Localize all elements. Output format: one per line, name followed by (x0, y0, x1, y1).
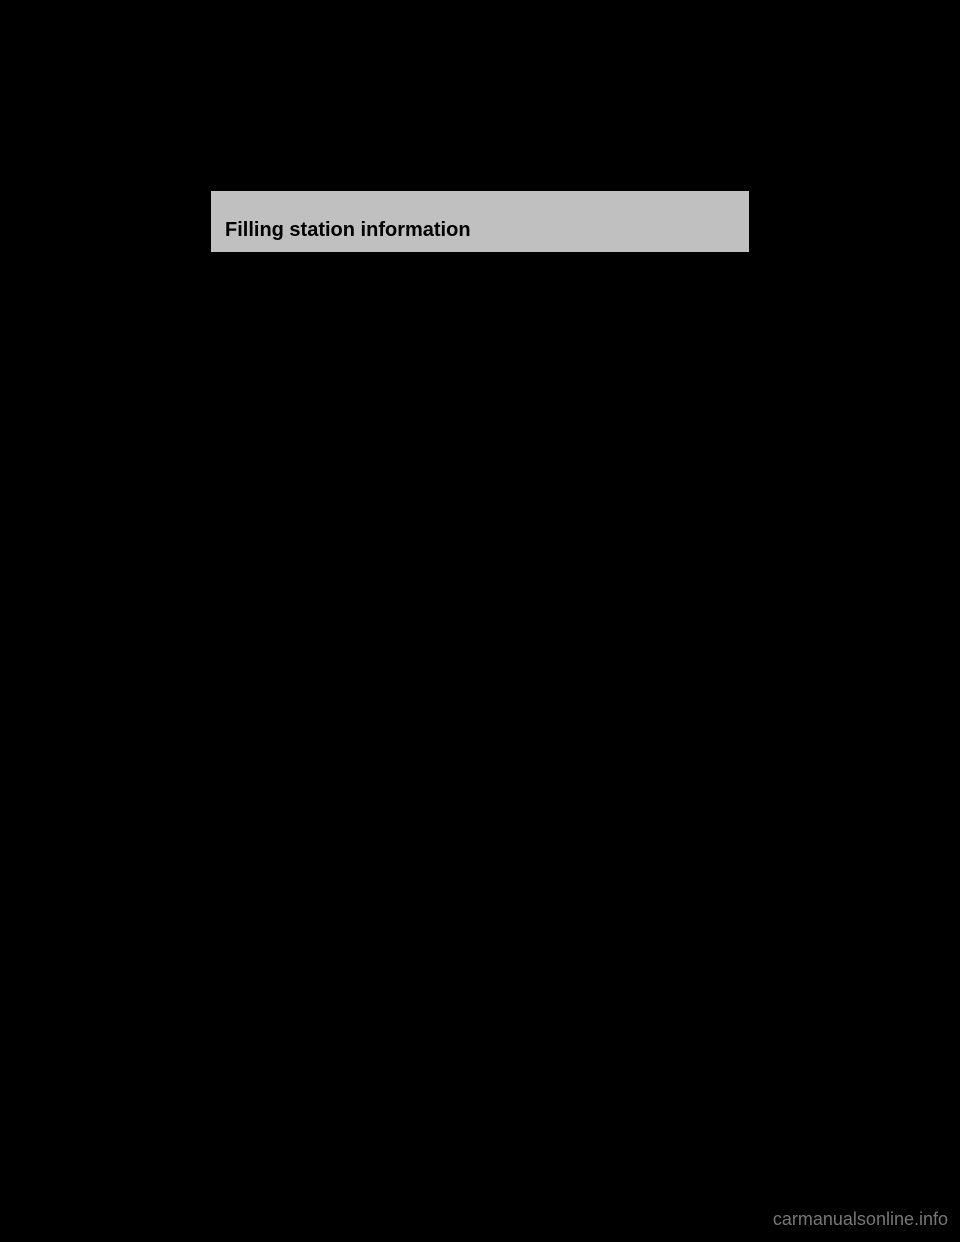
cell-right: Motorcraft MERCON ATF (480, 643, 750, 685)
table-row: Fuel tank capacity Refer to Refill capac… (211, 314, 750, 335)
table-row: Required fuel Refer to Octane recommenda… (211, 293, 750, 314)
cell-left: Item (211, 272, 481, 293)
table-row: Hood release Pull the handle located und… (211, 472, 750, 526)
table-body: Item Information Required fuel Refer to … (211, 272, 750, 685)
cell-right: Information (480, 272, 750, 293)
cell-left: Fuel tank capacity (211, 314, 481, 335)
table-row: Item Information (211, 272, 750, 293)
cell-left: Required fuel (211, 293, 481, 314)
watermark: carmanualsonline.info (773, 1209, 948, 1230)
cell-left: Automatic transaxle fluid specification (211, 643, 481, 685)
cell-left: Tire size and pressure (211, 419, 481, 472)
cell-right (480, 452, 750, 472)
table-row: Automatic transaxle capacity Refer to Re… (211, 622, 750, 643)
cell-left: Engine oil specification (211, 377, 481, 419)
cell-right: Pull the handle located under the instru… (480, 472, 750, 526)
title-bar: Filling station information (210, 190, 750, 253)
table-row: Engine oil capacity (with oil filter cha… (211, 335, 750, 377)
page-title: Filling station information (225, 219, 735, 242)
cell-left: Engine oil capacity (with oil filter cha… (211, 335, 481, 377)
cell-left: Coolant capacity (211, 526, 481, 601)
cell-left: Power steering fluid capacity (211, 601, 481, 622)
cell-right: Refer to Adding engine coolant in the Ma… (480, 568, 750, 601)
cell-right: Refer to Octane recommendations (480, 293, 750, 314)
cell-right: Refer to Engine oil in the Maintenance a… (480, 377, 750, 419)
table-row: Tire size and pressure Refer to the Tire… (211, 419, 750, 452)
cell-right: Refer to the Tire Pressure Decal on the … (480, 419, 750, 452)
table-row: Coolant capacity Refer to Refill capacit… (211, 526, 750, 568)
table-row: Power steering fluid capacity Refer to R… (211, 601, 750, 622)
cell-right: Refer to Refill capacities (480, 622, 750, 643)
cell-right: Refer to Refill capacities (480, 601, 750, 622)
cell-right: Refer to Refill capacities (480, 314, 750, 335)
cell-right: Refer to Refill capacities (480, 526, 750, 568)
table-row: Engine oil specification Refer to Engine… (211, 377, 750, 419)
page-container: Filling station information Item Informa… (210, 190, 750, 685)
cell-left: Automatic transaxle capacity (211, 622, 481, 643)
spec-table: Item Information Required fuel Refer to … (210, 271, 750, 685)
cell-left: Hood release (211, 472, 481, 526)
table-row: Automatic transaxle fluid specification … (211, 643, 750, 685)
cell-right: Refer to Refill capacities (480, 335, 750, 377)
